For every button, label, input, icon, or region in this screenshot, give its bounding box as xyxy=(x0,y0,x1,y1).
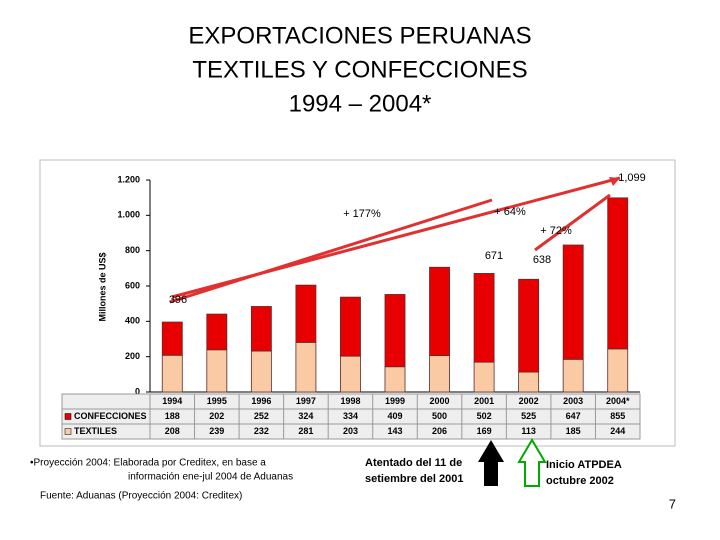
annotation: + 72% xyxy=(540,225,572,237)
bar-segment xyxy=(250,350,272,393)
annotation: 671 xyxy=(485,250,503,262)
bar-segment xyxy=(473,361,495,393)
trend-arrow xyxy=(169,198,493,304)
table-bg xyxy=(61,393,641,440)
x-tick-label: 1994 xyxy=(162,396,182,406)
y-tick-label: 0 xyxy=(135,386,140,396)
table-value: 855 xyxy=(610,411,625,421)
y-tick-label: 1.200 xyxy=(117,174,140,184)
bar-segment xyxy=(562,358,584,393)
legend-swatch xyxy=(64,428,72,435)
x-tick-label: 2004* xyxy=(606,396,630,406)
event-arrow xyxy=(517,438,547,487)
table-value: 113 xyxy=(521,426,536,436)
table-value: 202 xyxy=(209,411,224,421)
event-label: Inicio ATPDEA xyxy=(546,459,622,471)
table-value: 206 xyxy=(432,426,447,436)
table-value: 334 xyxy=(343,411,358,421)
event-label: setiembre del 2001 xyxy=(365,473,463,485)
bar-segment xyxy=(607,197,629,350)
table-value: 143 xyxy=(387,426,402,436)
title-line: 1994 – 2004* xyxy=(289,90,432,117)
x-tick-label: 2001 xyxy=(474,396,494,406)
table-value: 502 xyxy=(477,411,492,421)
x-tick-label: 1997 xyxy=(296,396,316,406)
bar-segment xyxy=(384,366,406,393)
table-value: 244 xyxy=(610,426,625,436)
page-number: 7 xyxy=(669,496,676,511)
table-value: 409 xyxy=(387,411,402,421)
bar-segment xyxy=(518,371,540,393)
title-line: EXPORTACIONES PERUANAS xyxy=(188,22,531,49)
table-value: 525 xyxy=(521,411,536,421)
title-line: TEXTILES Y CONFECCIONES xyxy=(192,56,527,83)
table-value: 169 xyxy=(477,426,492,436)
footnote: •Proyección 2004: Elaborada por Creditex… xyxy=(30,458,266,469)
table-value: 324 xyxy=(298,411,313,421)
plot: 0 200 400 600 800 1.000 1.200 CONFECCIONES TEXTI… xyxy=(61,174,641,440)
bar-segment xyxy=(206,349,228,393)
x-tick-label: 2003 xyxy=(563,396,583,406)
x-tick-label: 1998 xyxy=(340,396,360,406)
bar-segment xyxy=(384,294,406,368)
annotation: + 177% xyxy=(343,208,381,220)
legend-swatch xyxy=(64,413,72,420)
bar-segment xyxy=(429,266,450,357)
y-tick-label: 800 xyxy=(125,245,140,255)
y-tick-label: 600 xyxy=(125,280,140,290)
table-value: 208 xyxy=(165,426,180,436)
x-tick-label: 1996 xyxy=(251,396,271,406)
table-value: 239 xyxy=(209,426,224,436)
y-tick-label: 400 xyxy=(125,316,140,326)
bar-segment xyxy=(607,348,629,393)
table-value: 500 xyxy=(432,411,447,421)
y-tick-label: 200 xyxy=(125,351,140,361)
bar-segment xyxy=(429,355,450,393)
bar-segment xyxy=(250,306,272,352)
annotation: + 64% xyxy=(494,206,526,218)
annotation: 638 xyxy=(533,254,551,266)
x-tick-label: 1999 xyxy=(385,396,405,406)
bar-segment xyxy=(562,244,584,360)
bar-segment xyxy=(295,341,317,393)
bar-segment xyxy=(161,354,183,393)
x-tick-label: 1995 xyxy=(207,396,227,406)
trend-arrow xyxy=(171,176,621,299)
event-label: Atentado del 11 de xyxy=(365,457,462,469)
annotation: 396 xyxy=(169,294,187,306)
footnote: información ene-jul 2004 de Aduanas xyxy=(128,472,293,483)
event-arrow xyxy=(478,440,504,486)
table-value: 281 xyxy=(298,426,313,436)
event-label: octubre 2002 xyxy=(546,475,614,487)
bar-segment xyxy=(340,296,361,357)
table-value: 185 xyxy=(566,426,581,436)
annotation: 1,099 xyxy=(618,172,646,184)
trend-arrow xyxy=(534,193,611,252)
table-value: 188 xyxy=(165,411,180,421)
source: Fuente: Aduanas (Proyección 2004: Credit… xyxy=(40,491,242,502)
bar-segment xyxy=(340,355,361,393)
table-value: 203 xyxy=(343,426,358,436)
bar-segment xyxy=(473,273,495,363)
x-tick-label: 2002 xyxy=(519,396,539,406)
bar-segment xyxy=(518,278,540,373)
legend-label: TEXTILES xyxy=(74,426,117,436)
y-tick-label: 1.000 xyxy=(117,210,140,220)
x-tick-label: 2000 xyxy=(430,396,450,406)
bar-segment xyxy=(161,321,183,356)
table-value: 232 xyxy=(254,426,269,436)
bar-segment xyxy=(295,284,317,343)
y-axis-label: Millones de US$ xyxy=(97,252,107,321)
legend-label: CONFECCIONES xyxy=(74,411,147,421)
arrow-head xyxy=(609,177,620,186)
bar-segment xyxy=(206,313,228,351)
table-value: 647 xyxy=(566,411,581,421)
table-value: 252 xyxy=(254,411,269,421)
